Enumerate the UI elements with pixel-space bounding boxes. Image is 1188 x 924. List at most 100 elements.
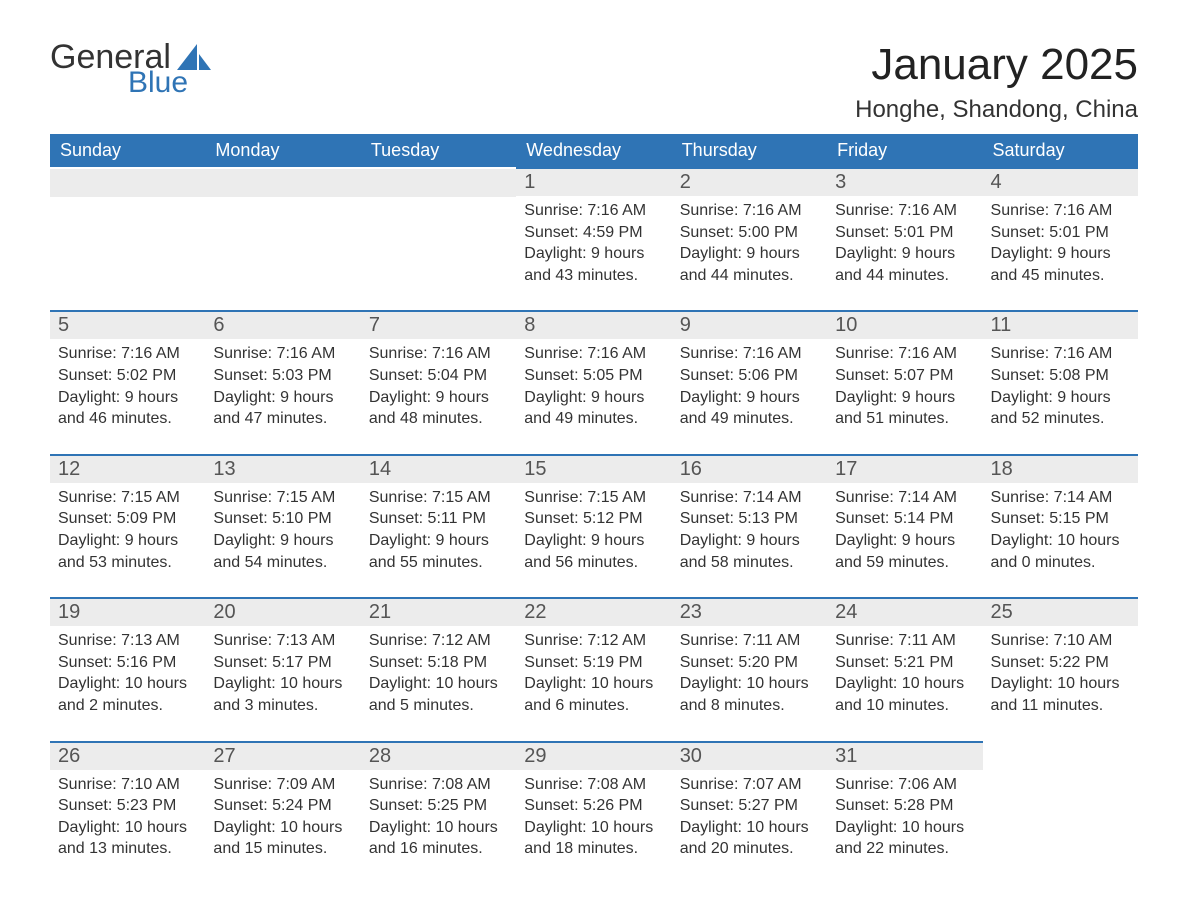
sunrise-line: Sunrise: 7:16 AM <box>680 343 819 365</box>
daylight-line: Daylight: 9 hours and 53 minutes. <box>58 530 197 573</box>
empty-day <box>50 169 205 197</box>
sunset-line: Sunset: 5:07 PM <box>835 365 974 387</box>
day-details: Sunrise: 7:11 AMSunset: 5:21 PMDaylight:… <box>827 626 982 740</box>
day-wrap: 27Sunrise: 7:09 AMSunset: 5:24 PMDayligh… <box>205 741 360 884</box>
day-details: Sunrise: 7:07 AMSunset: 5:27 PMDaylight:… <box>672 770 827 884</box>
sunset-line: Sunset: 5:08 PM <box>991 365 1130 387</box>
day-wrap: 9Sunrise: 7:16 AMSunset: 5:06 PMDaylight… <box>672 310 827 453</box>
weekday-header-row: SundayMondayTuesdayWednesdayThursdayFrid… <box>50 134 1138 167</box>
calendar-cell: 22Sunrise: 7:12 AMSunset: 5:19 PMDayligh… <box>516 597 671 740</box>
day-number: 3 <box>827 169 982 196</box>
day-wrap: 23Sunrise: 7:11 AMSunset: 5:20 PMDayligh… <box>672 597 827 740</box>
sunrise-line: Sunrise: 7:12 AM <box>524 630 663 652</box>
sunset-line: Sunset: 5:13 PM <box>680 508 819 530</box>
daylight-line: Daylight: 9 hours and 49 minutes. <box>524 387 663 430</box>
calendar-week-row: 5Sunrise: 7:16 AMSunset: 5:02 PMDaylight… <box>50 310 1138 453</box>
day-details: Sunrise: 7:16 AMSunset: 5:00 PMDaylight:… <box>672 196 827 310</box>
day-details: Sunrise: 7:16 AMSunset: 5:07 PMDaylight:… <box>827 339 982 453</box>
day-number: 11 <box>983 312 1138 339</box>
day-details: Sunrise: 7:14 AMSunset: 5:13 PMDaylight:… <box>672 483 827 597</box>
day-wrap: 11Sunrise: 7:16 AMSunset: 5:08 PMDayligh… <box>983 310 1138 453</box>
sunrise-line: Sunrise: 7:16 AM <box>991 200 1130 222</box>
sunrise-line: Sunrise: 7:16 AM <box>369 343 508 365</box>
calendar-cell: 1Sunrise: 7:16 AMSunset: 4:59 PMDaylight… <box>516 167 671 310</box>
daylight-line: Daylight: 9 hours and 59 minutes. <box>835 530 974 573</box>
day-number: 6 <box>205 312 360 339</box>
day-wrap: 17Sunrise: 7:14 AMSunset: 5:14 PMDayligh… <box>827 454 982 597</box>
calendar-cell: 2Sunrise: 7:16 AMSunset: 5:00 PMDaylight… <box>672 167 827 310</box>
sunset-line: Sunset: 5:18 PM <box>369 652 508 674</box>
day-details: Sunrise: 7:08 AMSunset: 5:26 PMDaylight:… <box>516 770 671 884</box>
day-number: 12 <box>50 456 205 483</box>
day-number: 27 <box>205 743 360 770</box>
calendar-cell: 25Sunrise: 7:10 AMSunset: 5:22 PMDayligh… <box>983 597 1138 740</box>
day-number: 19 <box>50 599 205 626</box>
sunset-line: Sunset: 5:19 PM <box>524 652 663 674</box>
sunrise-line: Sunrise: 7:16 AM <box>835 343 974 365</box>
weekday-header: Tuesday <box>361 134 516 167</box>
sunrise-line: Sunrise: 7:15 AM <box>213 487 352 509</box>
sunset-line: Sunset: 5:20 PM <box>680 652 819 674</box>
daylight-line: Daylight: 9 hours and 49 minutes. <box>680 387 819 430</box>
day-wrap: 12Sunrise: 7:15 AMSunset: 5:09 PMDayligh… <box>50 454 205 597</box>
day-details: Sunrise: 7:16 AMSunset: 5:03 PMDaylight:… <box>205 339 360 453</box>
day-wrap: 16Sunrise: 7:14 AMSunset: 5:13 PMDayligh… <box>672 454 827 597</box>
calendar-cell: 13Sunrise: 7:15 AMSunset: 5:10 PMDayligh… <box>205 454 360 597</box>
day-wrap: 1Sunrise: 7:16 AMSunset: 4:59 PMDaylight… <box>516 167 671 310</box>
day-wrap: 3Sunrise: 7:16 AMSunset: 5:01 PMDaylight… <box>827 167 982 310</box>
sunset-line: Sunset: 5:17 PM <box>213 652 352 674</box>
daylight-line: Daylight: 9 hours and 43 minutes. <box>524 243 663 286</box>
day-number: 16 <box>672 456 827 483</box>
day-number: 20 <box>205 599 360 626</box>
day-number: 2 <box>672 169 827 196</box>
daylight-line: Daylight: 10 hours and 16 minutes. <box>369 817 508 860</box>
day-wrap: 15Sunrise: 7:15 AMSunset: 5:12 PMDayligh… <box>516 454 671 597</box>
daylight-line: Daylight: 10 hours and 15 minutes. <box>213 817 352 860</box>
day-wrap: 30Sunrise: 7:07 AMSunset: 5:27 PMDayligh… <box>672 741 827 884</box>
sunrise-line: Sunrise: 7:09 AM <box>213 774 352 796</box>
weekday-header: Sunday <box>50 134 205 167</box>
weekday-header: Wednesday <box>516 134 671 167</box>
sunrise-line: Sunrise: 7:07 AM <box>680 774 819 796</box>
day-number: 22 <box>516 599 671 626</box>
calendar-cell: 5Sunrise: 7:16 AMSunset: 5:02 PMDaylight… <box>50 310 205 453</box>
daylight-line: Daylight: 10 hours and 5 minutes. <box>369 673 508 716</box>
sunset-line: Sunset: 5:04 PM <box>369 365 508 387</box>
calendar-cell: 20Sunrise: 7:13 AMSunset: 5:17 PMDayligh… <box>205 597 360 740</box>
sunrise-line: Sunrise: 7:16 AM <box>524 343 663 365</box>
day-number: 29 <box>516 743 671 770</box>
calendar-cell: 30Sunrise: 7:07 AMSunset: 5:27 PMDayligh… <box>672 741 827 884</box>
calendar-cell: 3Sunrise: 7:16 AMSunset: 5:01 PMDaylight… <box>827 167 982 310</box>
day-details: Sunrise: 7:16 AMSunset: 5:01 PMDaylight:… <box>827 196 982 310</box>
day-wrap: 8Sunrise: 7:16 AMSunset: 5:05 PMDaylight… <box>516 310 671 453</box>
day-number: 30 <box>672 743 827 770</box>
day-number: 25 <box>983 599 1138 626</box>
day-number: 31 <box>827 743 982 770</box>
day-wrap: 2Sunrise: 7:16 AMSunset: 5:00 PMDaylight… <box>672 167 827 310</box>
daylight-line: Daylight: 9 hours and 44 minutes. <box>835 243 974 286</box>
day-details: Sunrise: 7:15 AMSunset: 5:10 PMDaylight:… <box>205 483 360 597</box>
sunrise-line: Sunrise: 7:10 AM <box>991 630 1130 652</box>
sunset-line: Sunset: 5:01 PM <box>835 222 974 244</box>
daylight-line: Daylight: 10 hours and 22 minutes. <box>835 817 974 860</box>
day-wrap: 6Sunrise: 7:16 AMSunset: 5:03 PMDaylight… <box>205 310 360 453</box>
daylight-line: Daylight: 10 hours and 0 minutes. <box>991 530 1130 573</box>
sunrise-line: Sunrise: 7:08 AM <box>524 774 663 796</box>
day-number: 28 <box>361 743 516 770</box>
calendar-cell: 18Sunrise: 7:14 AMSunset: 5:15 PMDayligh… <box>983 454 1138 597</box>
sunset-line: Sunset: 5:15 PM <box>991 508 1130 530</box>
day-details: Sunrise: 7:16 AMSunset: 5:05 PMDaylight:… <box>516 339 671 453</box>
day-number: 5 <box>50 312 205 339</box>
calendar-cell <box>983 741 1138 884</box>
calendar-cell: 12Sunrise: 7:15 AMSunset: 5:09 PMDayligh… <box>50 454 205 597</box>
calendar-cell <box>205 167 360 310</box>
day-wrap: 4Sunrise: 7:16 AMSunset: 5:01 PMDaylight… <box>983 167 1138 310</box>
calendar-cell: 19Sunrise: 7:13 AMSunset: 5:16 PMDayligh… <box>50 597 205 740</box>
sunset-line: Sunset: 5:05 PM <box>524 365 663 387</box>
day-wrap: 25Sunrise: 7:10 AMSunset: 5:22 PMDayligh… <box>983 597 1138 740</box>
sunset-line: Sunset: 5:28 PM <box>835 795 974 817</box>
calendar-week-row: 19Sunrise: 7:13 AMSunset: 5:16 PMDayligh… <box>50 597 1138 740</box>
daylight-line: Daylight: 9 hours and 51 minutes. <box>835 387 974 430</box>
calendar-cell: 26Sunrise: 7:10 AMSunset: 5:23 PMDayligh… <box>50 741 205 884</box>
sunset-line: Sunset: 5:09 PM <box>58 508 197 530</box>
